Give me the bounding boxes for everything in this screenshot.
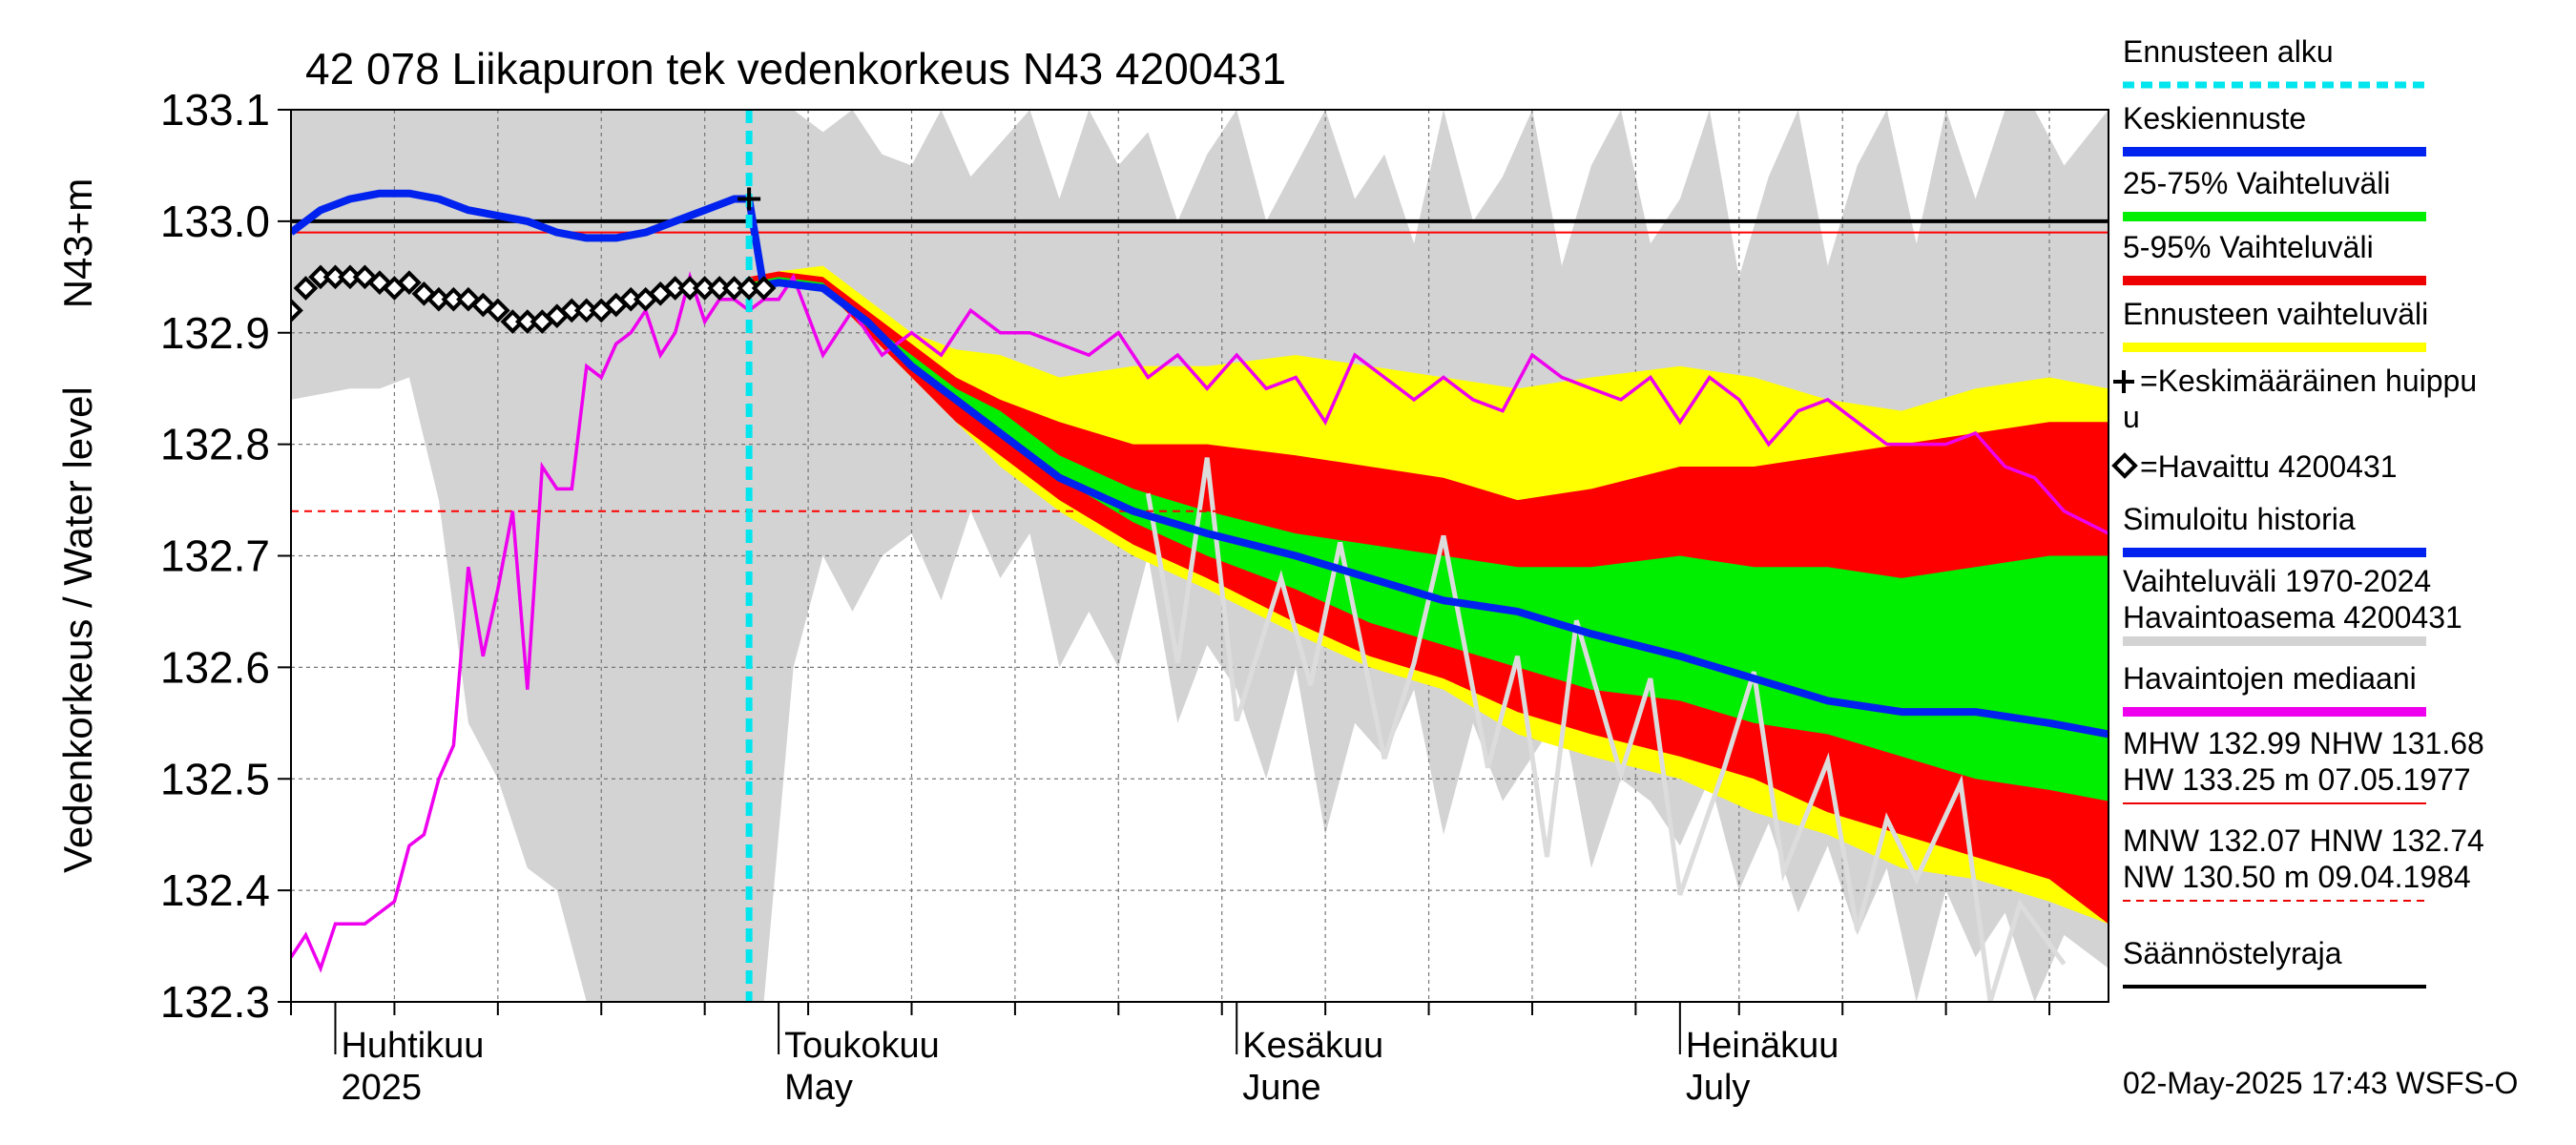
historic-trace-line bbox=[1145, 457, 2067, 1002]
y-tick-label: 132.9 bbox=[160, 308, 270, 358]
timestamp: 02-May-2025 17:43 WSFS-O bbox=[2123, 1066, 2518, 1100]
legend-label: Ennusteen vaihteluväli bbox=[2123, 297, 2428, 331]
y-axis-unit: N43+m bbox=[55, 178, 100, 309]
simulated-history-line bbox=[291, 189, 768, 289]
band-25-75 bbox=[749, 277, 2109, 802]
legend-label-2: Havaintoasema 4200431 bbox=[2123, 600, 2462, 635]
y-tick-label: 132.3 bbox=[160, 977, 270, 1027]
chart-title: 42 078 Liikapuron tek vedenkorkeus N43 4… bbox=[305, 44, 1286, 94]
legend-label: 25-75% Vaihteluväli bbox=[2123, 166, 2390, 200]
axes: 132.3 132.4 132.5 132.6 132.7 132.8 132.9 133.0… bbox=[160, 85, 2051, 1108]
y-tick-label: 132.7 bbox=[160, 531, 270, 581]
peak-marker bbox=[737, 187, 761, 211]
legend-label: Ennusteen alku bbox=[2123, 34, 2334, 69]
legend: Ennusteen alku Keskiennuste 25-75% Vaihtel… bbox=[2111, 34, 2484, 989]
legend-label: 5-95% Vaihteluväli bbox=[2123, 230, 2374, 264]
median-line bbox=[291, 271, 2109, 973]
legend-label: MNW 132.07 HNW 132.74 bbox=[2123, 823, 2484, 858]
month-label: Heinäkuu bbox=[1686, 1026, 1839, 1066]
observed-point bbox=[751, 276, 777, 301]
month-label: Toukokuu bbox=[784, 1026, 940, 1066]
observed-point bbox=[486, 298, 510, 323]
legend-label-2: NW 130.50 m 09.04.1984 bbox=[2123, 860, 2471, 894]
y-tick-label: 133.1 bbox=[160, 85, 270, 135]
observed-point bbox=[291, 298, 303, 323]
y-axis-label: Vedenkorkeus / Water level bbox=[55, 386, 100, 873]
observed-point bbox=[352, 264, 378, 290]
y-tick-label: 132.5 bbox=[160, 754, 270, 803]
y-tick-label: 132.8 bbox=[160, 420, 270, 469]
legend-symbol bbox=[2111, 452, 2138, 479]
legend-label: Keskiennuste bbox=[2123, 101, 2306, 135]
legend-label: Säännöstelyraja bbox=[2123, 936, 2342, 970]
observed-point bbox=[397, 270, 422, 295]
y-tick-label: 132.4 bbox=[160, 865, 270, 915]
legend-label-2: HW 133.25 m 07.05.1977 bbox=[2123, 762, 2471, 797]
observed-point bbox=[456, 286, 481, 312]
plot-area bbox=[291, 110, 2109, 1002]
y-tick-label: 132.6 bbox=[160, 642, 270, 692]
mean-forecast-line bbox=[748, 279, 2109, 739]
legend-label: Havaintojen mediaani bbox=[2123, 661, 2417, 696]
y-tick-label: 133.0 bbox=[160, 197, 270, 246]
month-label-en: July bbox=[1686, 1068, 1751, 1108]
legend-label: Vaihteluväli 1970-2024 bbox=[2123, 564, 2431, 598]
observed-point bbox=[293, 276, 319, 301]
legend-label: Simuloitu historia bbox=[2123, 502, 2356, 536]
legend-label: =Keskimääräinen huippu bbox=[2140, 364, 2477, 398]
month-label: Huhtikuu bbox=[341, 1026, 484, 1066]
legend-symbol bbox=[2113, 370, 2134, 393]
legend-label: =Havaittu 4200431 bbox=[2140, 449, 2398, 484]
month-label-en: May bbox=[784, 1068, 853, 1108]
month-label-en: June bbox=[1242, 1068, 1320, 1108]
month-label: Kesäkuu bbox=[1242, 1026, 1383, 1066]
legend-label: MHW 132.99 NHW 131.68 bbox=[2123, 726, 2484, 760]
legend-label-2: u bbox=[2123, 400, 2140, 434]
month-label-en: 2025 bbox=[341, 1068, 422, 1108]
